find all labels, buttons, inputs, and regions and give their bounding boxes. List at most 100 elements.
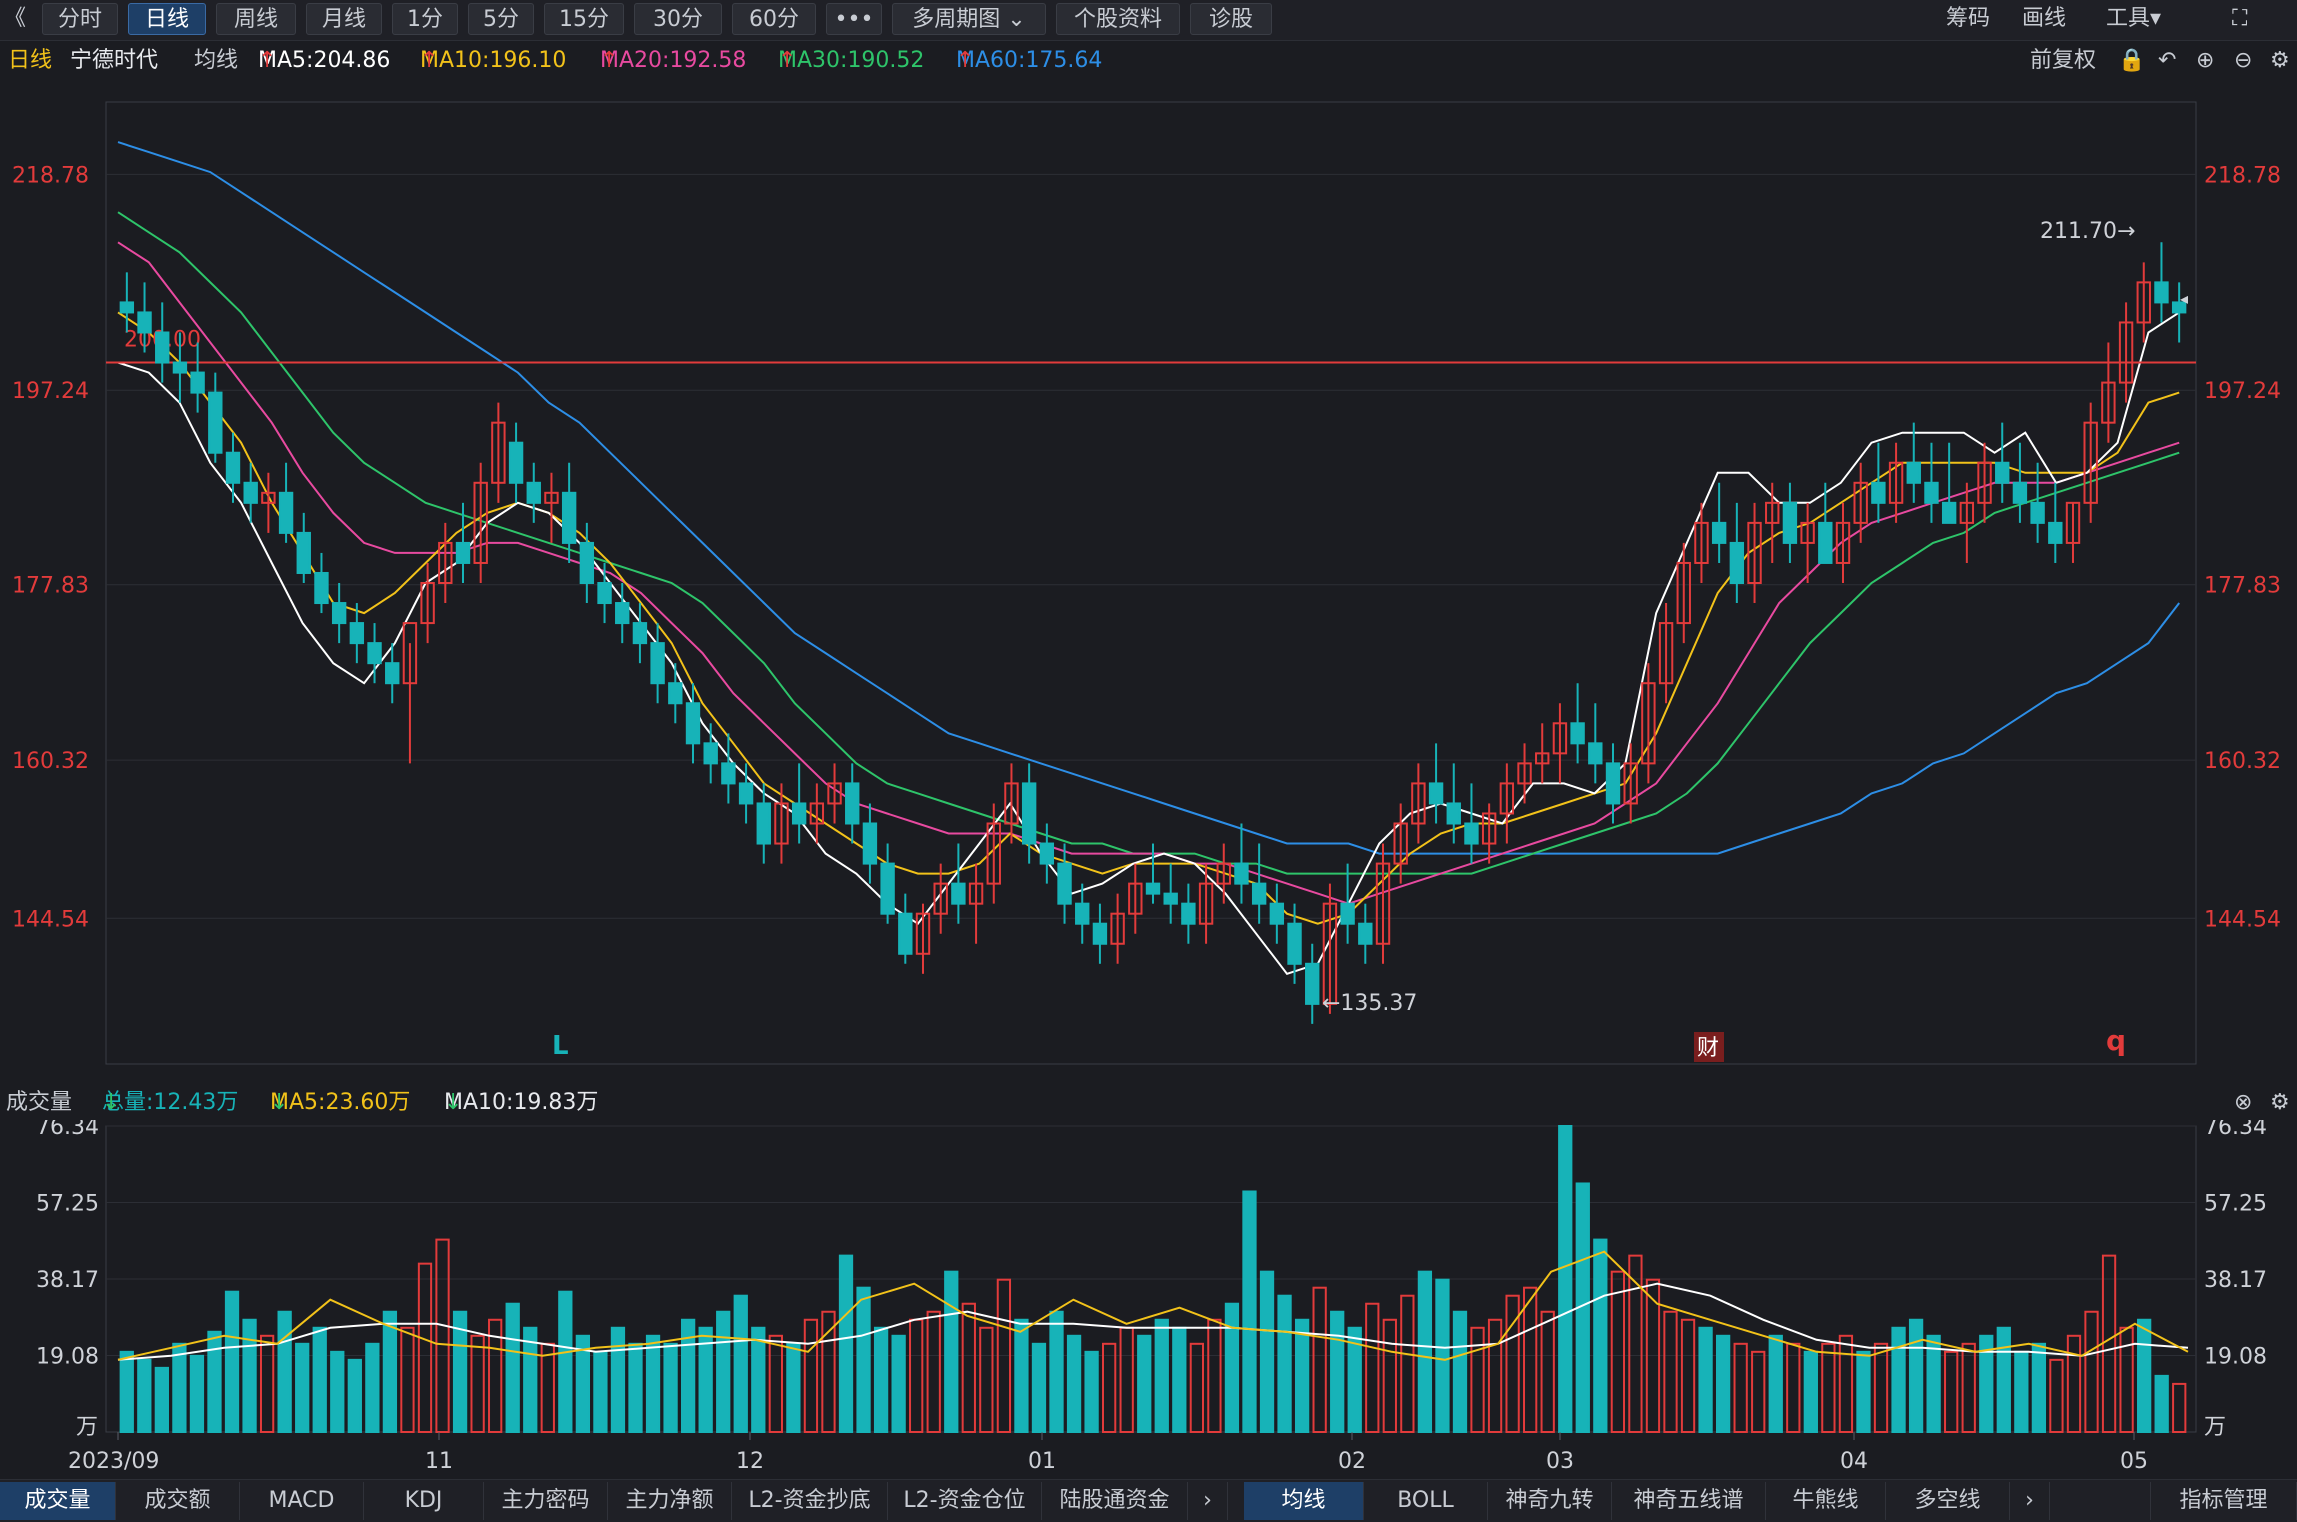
tools-button[interactable]: 工具▾ (2106, 3, 2161, 35)
zoom-in-icon[interactable]: ⊕ (2196, 48, 2215, 73)
candle-body (1375, 862, 1391, 945)
candle-body (1464, 822, 1479, 845)
tab-l2-position[interactable]: L2-资金仓位 (888, 1482, 1042, 1520)
candle-body (968, 882, 984, 905)
draw-button[interactable]: 画线 (2022, 6, 2067, 31)
volume-bar (207, 1330, 222, 1433)
candle-body (208, 391, 223, 454)
tab-main-net[interactable]: 主力净额 (608, 1482, 732, 1520)
volume-ma5-text: MA5:23.60万 (270, 1090, 411, 1115)
price-chart[interactable]: 218.78 218.78 197.24 197.24 177.83 177.83 160.… (0, 80, 2297, 1070)
tab-0[interactable]: 分时 (42, 3, 118, 35)
multi-period-button[interactable]: 多周期图 ⌄ (892, 3, 1046, 35)
candle-body (1906, 461, 1921, 484)
diagnose-button[interactable]: 诊股 (1190, 3, 1272, 35)
tab-macd[interactable]: MACD (240, 1482, 364, 1520)
candle-body (579, 541, 595, 584)
tab-kdj[interactable]: KDJ (364, 1482, 484, 1520)
volume-bar (435, 1238, 450, 1433)
fullscreen-icon[interactable]: ⛶ (2232, 6, 2248, 31)
tab-magic-five[interactable]: 神奇五线谱 (1612, 1482, 1766, 1520)
indicator-manage-button[interactable]: 指标管理 (2150, 1482, 2297, 1520)
tab-4[interactable]: 1分 (392, 3, 458, 35)
candle-body (1853, 481, 1868, 524)
volume-bar (2049, 1358, 2064, 1433)
tab-ma[interactable]: 均线 (1244, 1482, 1364, 1520)
tab-hk-connect[interactable]: 陆股通资金 (1042, 1482, 1188, 1520)
ma-label[interactable]: 均线 (194, 48, 239, 73)
volume-bar (680, 1318, 696, 1433)
volume-total-text: 总量:12.43万 (102, 1090, 239, 1115)
tab-3[interactable]: 月线 (306, 3, 382, 35)
volume-bar (242, 1318, 257, 1433)
plot-frame (105, 101, 2197, 1065)
chevron-right-icon[interactable]: › (1188, 1482, 1228, 1520)
volume-tick-left: 38.17 (36, 1268, 99, 1293)
volume-bar (2172, 1382, 2187, 1433)
back-icon[interactable]: 《 (4, 6, 27, 31)
chevron-right-icon[interactable]: › (2010, 1482, 2050, 1520)
volume-bar (1663, 1310, 1678, 1433)
tab-bull-bear[interactable]: 牛熊线 (1766, 1482, 1886, 1520)
volume-chart[interactable]: 76.34 76.34 57.25 57.25 38.17 38.17 19.08 19.08… (0, 1120, 2297, 1478)
volume-bar (1031, 1342, 1047, 1434)
volume-bar (365, 1342, 380, 1434)
tab-l2-bottom[interactable]: L2-资金抄底 (732, 1482, 888, 1520)
tab-6[interactable]: 15分 (544, 3, 624, 35)
candle-body (2118, 321, 2134, 384)
tab-magic-nine[interactable]: 神奇九转 (1488, 1482, 1612, 1520)
tab-2[interactable]: 周线 (216, 3, 296, 35)
candle-body (1800, 521, 1815, 544)
x-label: 03 (1546, 1449, 1574, 1474)
chips-button[interactable]: 筹码 (1946, 6, 1991, 31)
tab-volume[interactable]: 成交量 (0, 1482, 116, 1520)
y-tick-left: 197.24 (12, 379, 89, 404)
candle-body (1641, 682, 1656, 765)
tab-boll[interactable]: BOLL (1364, 1482, 1488, 1520)
close-icon[interactable]: ⊗ (2234, 1090, 2253, 1115)
volume-bar (2137, 1318, 2152, 1433)
tab-1[interactable]: 日线 (128, 3, 206, 35)
tab-main-chips[interactable]: 主力密码 (484, 1482, 608, 1520)
volume-bar (1821, 1342, 1836, 1434)
candle-body (1269, 902, 1285, 925)
volume-bar (1487, 1318, 1503, 1433)
tab-7[interactable]: 30分 (634, 3, 722, 35)
ma30-text: MA30:190.52 (778, 48, 925, 73)
stock-info-button[interactable]: 个股资料 (1056, 3, 1180, 35)
candle-body (491, 421, 506, 484)
volume-bar (1154, 1318, 1169, 1433)
volume-bar (926, 1310, 941, 1433)
candle-body (2048, 521, 2063, 544)
y-tick-right: 197.24 (2204, 379, 2281, 404)
ma20-text: MA20:192.58 (600, 48, 747, 73)
volume-bar (838, 1254, 854, 1433)
tab-long-short[interactable]: 多空线 (1886, 1482, 2010, 1520)
lock-icon[interactable]: 🔒 (2118, 48, 2146, 73)
candle-body (774, 802, 789, 845)
x-label: 12 (736, 1449, 764, 1474)
tab-8[interactable]: 60分 (732, 3, 816, 35)
candle-body (791, 802, 807, 825)
settings-icon[interactable]: ⚙ (2270, 48, 2290, 73)
volume-bar (1645, 1278, 1661, 1433)
candle-body (155, 331, 170, 364)
volume-bar (786, 1342, 801, 1434)
adjust-label[interactable]: 前复权 (2030, 48, 2097, 73)
settings-icon[interactable]: ⚙ (2270, 1090, 2290, 1115)
candle-body (2065, 501, 2081, 544)
volume-bar (1926, 1334, 1941, 1433)
zoom-out-icon[interactable]: ⊖ (2234, 48, 2253, 73)
undo-icon[interactable]: ↶ (2158, 48, 2177, 73)
candle-body (1924, 481, 1939, 504)
volume-bar (1137, 1334, 1152, 1433)
volume-tick-right: 38.17 (2204, 1268, 2267, 1293)
volume-bar (1838, 1334, 1854, 1433)
volume-bar (330, 1350, 345, 1434)
tab-turnover[interactable]: 成交额 (116, 1482, 240, 1520)
more-periods-button[interactable]: ••• (826, 3, 882, 35)
volume-tick-left: 19.08 (36, 1345, 99, 1370)
tab-5[interactable]: 5分 (468, 3, 534, 35)
candle-body (1234, 862, 1249, 885)
volume-bar (979, 1326, 994, 1433)
